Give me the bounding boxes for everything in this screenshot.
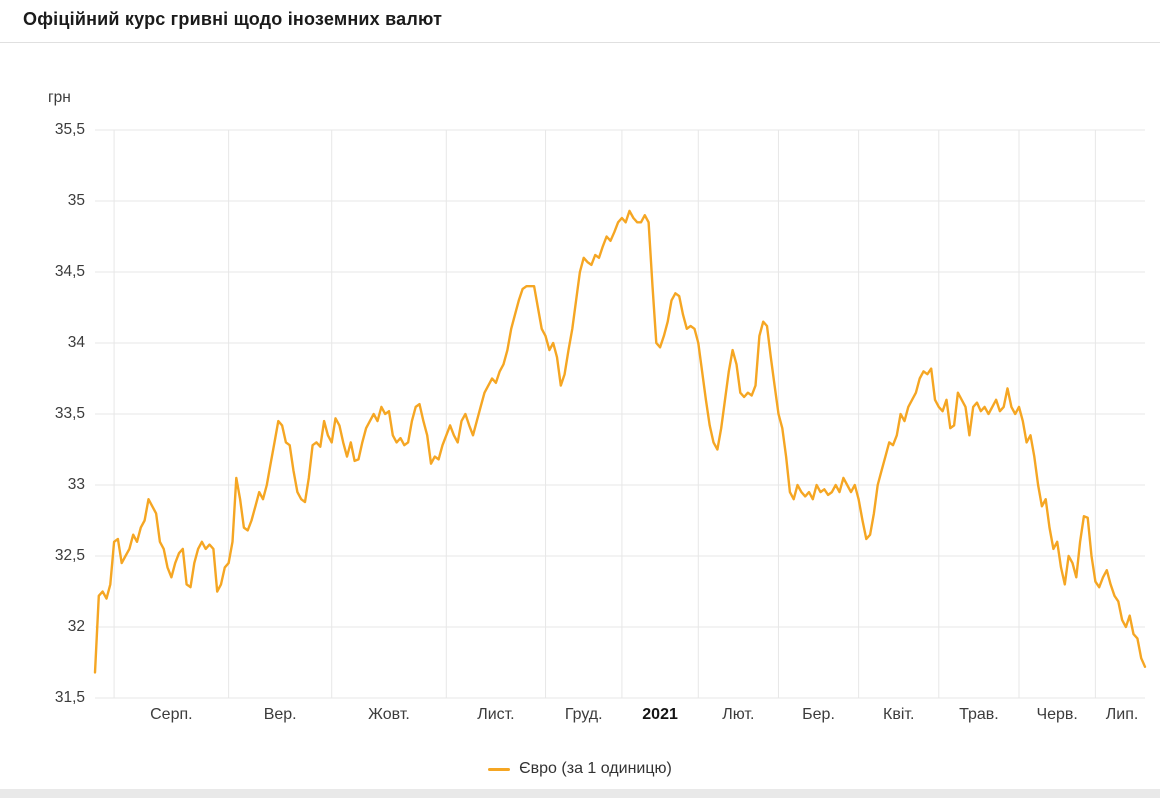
euro-rate-line[interactable] [93,209,1147,674]
page-title: Офіційний курс гривні щодо іноземних вал… [23,9,443,29]
legend-line-swatch [488,767,511,771]
header: Офіційний курс гривні щодо іноземних вал… [0,0,1160,43]
y-axis-unit-label: грн [48,89,71,106]
legend-label: Євро (за 1 одиницю) [519,760,672,777]
legend-item-euro[interactable]: Євро (за 1 одиницю) [0,760,1160,778]
footer-strip [0,789,1160,798]
